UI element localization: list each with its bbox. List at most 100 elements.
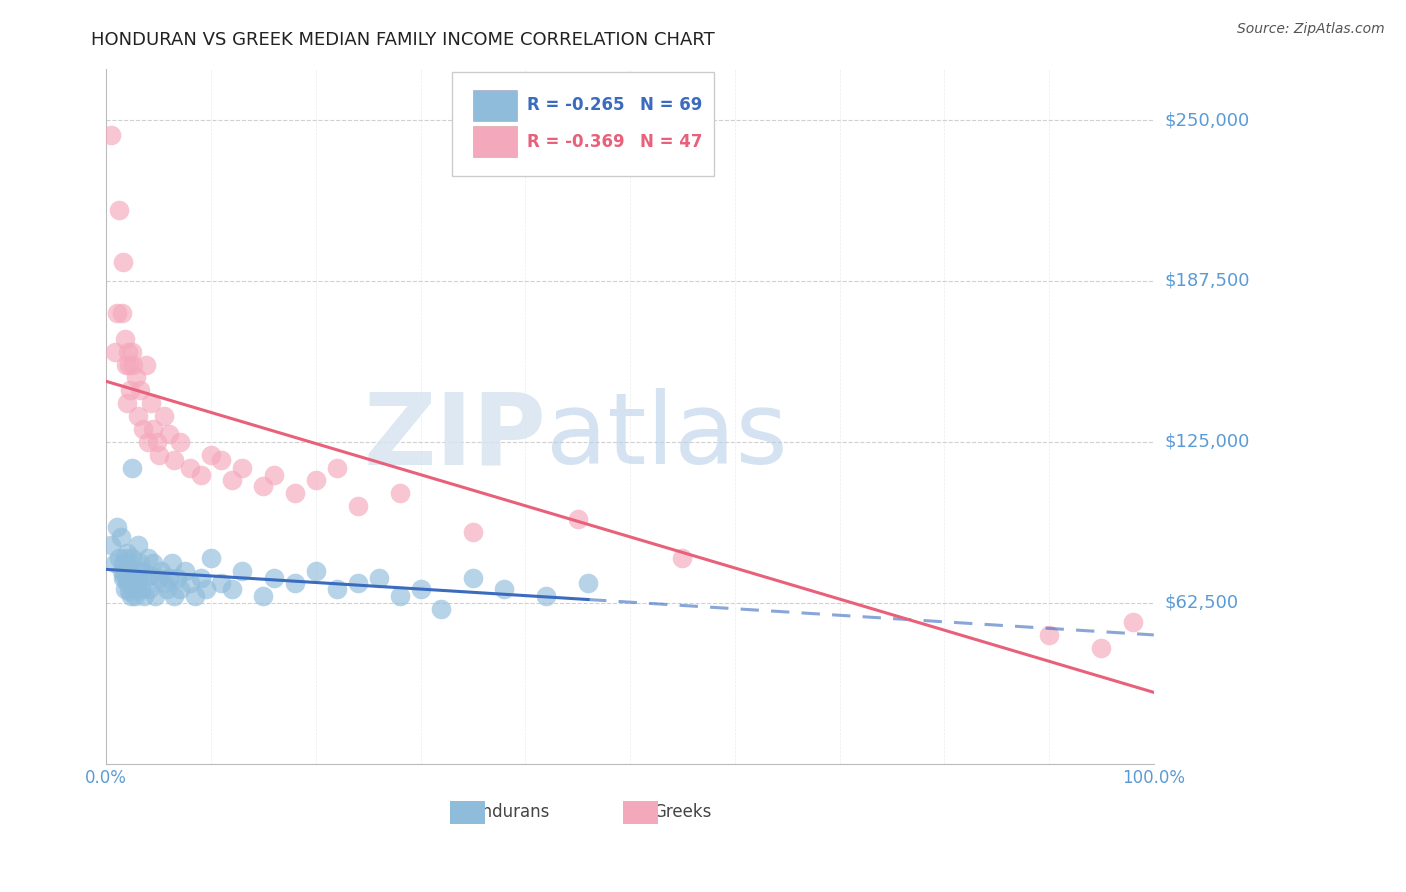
Point bbox=[179, 460, 201, 475]
Point bbox=[125, 582, 148, 596]
Text: Hondurans: Hondurans bbox=[460, 804, 550, 822]
Point bbox=[461, 571, 484, 585]
Point bbox=[127, 571, 149, 585]
Text: R = -0.265: R = -0.265 bbox=[527, 96, 624, 114]
Point bbox=[114, 332, 136, 346]
Text: $187,500: $187,500 bbox=[1166, 272, 1250, 290]
Text: atlas: atlas bbox=[546, 389, 787, 485]
Point bbox=[461, 524, 484, 539]
Point bbox=[100, 128, 122, 143]
Point bbox=[200, 550, 222, 565]
Text: N = 69: N = 69 bbox=[641, 96, 703, 114]
Text: N = 47: N = 47 bbox=[641, 133, 703, 151]
Point bbox=[122, 576, 145, 591]
Point bbox=[169, 434, 191, 449]
Point bbox=[138, 582, 160, 596]
Point bbox=[211, 576, 233, 591]
FancyBboxPatch shape bbox=[451, 72, 714, 177]
Point bbox=[128, 384, 150, 398]
Point bbox=[169, 582, 191, 596]
Point bbox=[115, 396, 138, 410]
Point bbox=[160, 556, 183, 570]
Point bbox=[325, 460, 347, 475]
Point bbox=[145, 590, 167, 604]
Point bbox=[120, 590, 142, 604]
Point bbox=[1038, 628, 1060, 642]
Text: $125,000: $125,000 bbox=[1166, 433, 1250, 450]
Point bbox=[367, 571, 389, 585]
Point bbox=[263, 571, 285, 585]
Point bbox=[111, 306, 134, 320]
Point bbox=[121, 460, 143, 475]
Point bbox=[149, 564, 172, 578]
Point bbox=[284, 486, 307, 500]
Point bbox=[567, 512, 589, 526]
Point bbox=[132, 590, 155, 604]
Point bbox=[120, 384, 142, 398]
Point bbox=[184, 590, 207, 604]
Point bbox=[142, 422, 165, 436]
Point bbox=[136, 434, 159, 449]
Point bbox=[148, 571, 170, 585]
Point bbox=[211, 453, 233, 467]
Point bbox=[111, 254, 134, 268]
Point bbox=[110, 530, 132, 544]
Point bbox=[141, 396, 163, 410]
Text: Source: ZipAtlas.com: Source: ZipAtlas.com bbox=[1237, 22, 1385, 37]
Point bbox=[120, 556, 142, 570]
Point bbox=[111, 564, 134, 578]
Point bbox=[1090, 640, 1112, 655]
Text: HONDURAN VS GREEK MEDIAN FAMILY INCOME CORRELATION CHART: HONDURAN VS GREEK MEDIAN FAMILY INCOME C… bbox=[91, 31, 716, 49]
Point bbox=[231, 564, 253, 578]
Text: $62,500: $62,500 bbox=[1166, 594, 1239, 612]
Text: ZIP: ZIP bbox=[363, 389, 546, 485]
Point bbox=[284, 576, 307, 591]
Point bbox=[118, 584, 141, 599]
Point bbox=[200, 448, 222, 462]
Point bbox=[121, 344, 143, 359]
Point bbox=[163, 590, 186, 604]
Point bbox=[388, 590, 411, 604]
Point bbox=[121, 550, 143, 565]
Point bbox=[104, 556, 127, 570]
Point bbox=[122, 358, 145, 372]
Point bbox=[325, 582, 347, 596]
Point bbox=[112, 568, 135, 582]
Point bbox=[179, 576, 201, 591]
Point bbox=[166, 571, 188, 585]
Point bbox=[111, 571, 134, 585]
Point bbox=[157, 571, 180, 585]
Point bbox=[153, 409, 176, 424]
Point bbox=[124, 370, 146, 384]
Point bbox=[129, 582, 152, 596]
Point bbox=[132, 564, 155, 578]
Point bbox=[305, 474, 328, 488]
Point bbox=[231, 460, 253, 475]
Point bbox=[127, 409, 149, 424]
Point bbox=[111, 556, 134, 570]
Point bbox=[141, 568, 163, 582]
Point bbox=[115, 576, 138, 591]
Point bbox=[305, 564, 328, 578]
Point bbox=[135, 571, 157, 585]
Point bbox=[156, 582, 179, 596]
Point bbox=[117, 561, 139, 575]
Point bbox=[163, 453, 186, 467]
Point bbox=[136, 550, 159, 565]
Point bbox=[153, 576, 176, 591]
FancyBboxPatch shape bbox=[623, 801, 658, 824]
Point bbox=[115, 358, 138, 372]
Point bbox=[671, 550, 693, 565]
Point bbox=[142, 556, 165, 570]
FancyBboxPatch shape bbox=[472, 127, 517, 157]
Point bbox=[494, 582, 516, 596]
Point bbox=[388, 486, 411, 500]
Point bbox=[190, 468, 212, 483]
Point bbox=[117, 344, 139, 359]
Text: R = -0.369: R = -0.369 bbox=[527, 133, 626, 151]
Point bbox=[157, 427, 180, 442]
Point bbox=[145, 434, 167, 449]
FancyBboxPatch shape bbox=[450, 801, 485, 824]
Point bbox=[173, 564, 195, 578]
Point bbox=[114, 582, 136, 596]
